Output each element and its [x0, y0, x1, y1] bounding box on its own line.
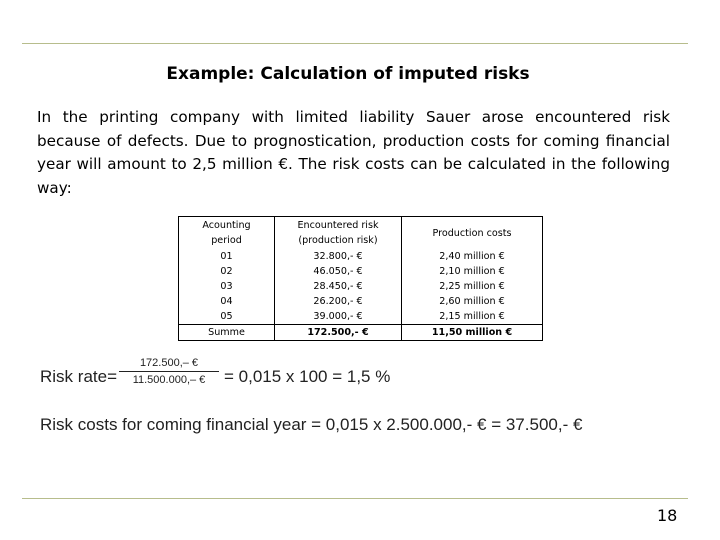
- costs-cell: 2,25 million €: [401, 279, 543, 294]
- top-divider: [22, 43, 688, 44]
- period-cell: 02: [178, 264, 275, 279]
- sum-label: Summe: [178, 324, 275, 341]
- table-sum-row: Summe 172.500,- € 11,50 million €: [178, 324, 543, 341]
- period-cell: 01: [178, 249, 275, 264]
- table-row: 02 46.050,- € 2,10 million €: [178, 264, 543, 279]
- risk-costs-line: Risk costs for coming financial year = 0…: [40, 415, 583, 434]
- header-accounting-period: Acounting period: [178, 216, 275, 249]
- period-cell: 04: [178, 294, 275, 309]
- fraction-numerator: 172.500,– €: [139, 357, 199, 369]
- risk-cell: 26.200,- €: [274, 294, 402, 309]
- costs-cell: 2,15 million €: [401, 309, 543, 325]
- sum-costs: 11,50 million €: [401, 324, 543, 341]
- bottom-divider: [22, 498, 688, 499]
- sum-risk: 172.500,- €: [274, 324, 402, 341]
- header-encountered-risk: Encountered risk (production risk): [274, 216, 402, 249]
- fraction-bar: [119, 371, 219, 372]
- risk-cell: 28.450,- €: [274, 279, 402, 294]
- costs-cell: 2,60 million €: [401, 294, 543, 309]
- risk-rate-formula: Risk rate= 172.500,– € 11.500.000,– € = …: [40, 356, 440, 400]
- slide-title: Example: Calculation of imputed risks: [166, 64, 530, 84]
- risk-rate-label: Risk rate=: [40, 367, 117, 386]
- page-number: 18: [657, 506, 678, 525]
- header-production-costs: Production costs: [401, 216, 543, 249]
- risk-cell: 32.800,- €: [274, 249, 402, 264]
- table-header-row: Acounting period Encountered risk (produ…: [178, 216, 543, 249]
- table-row: 04 26.200,- € 2,60 million €: [178, 294, 543, 309]
- risk-rate-result: = 0,015 x 100 = 1,5 %: [224, 367, 391, 386]
- table-row: 01 32.800,- € 2,40 million €: [178, 249, 543, 264]
- costs-cell: 2,40 million €: [401, 249, 543, 264]
- period-cell: 05: [178, 309, 275, 325]
- risk-rate-fraction: 172.500,– € 11.500.000,– €: [119, 356, 219, 387]
- period-cell: 03: [178, 279, 275, 294]
- risk-cell: 46.050,- €: [274, 264, 402, 279]
- fraction-denominator: 11.500.000,– €: [132, 374, 206, 386]
- table-row: 05 39.000,- € 2,15 million €: [178, 309, 543, 325]
- intro-paragraph: In the printing company with limited lia…: [37, 108, 670, 197]
- costs-cell: 2,10 million €: [401, 264, 543, 279]
- risk-table: Acounting period Encountered risk (produ…: [178, 216, 543, 341]
- table-row: 03 28.450,- € 2,25 million €: [178, 279, 543, 294]
- risk-cell: 39.000,- €: [274, 309, 402, 325]
